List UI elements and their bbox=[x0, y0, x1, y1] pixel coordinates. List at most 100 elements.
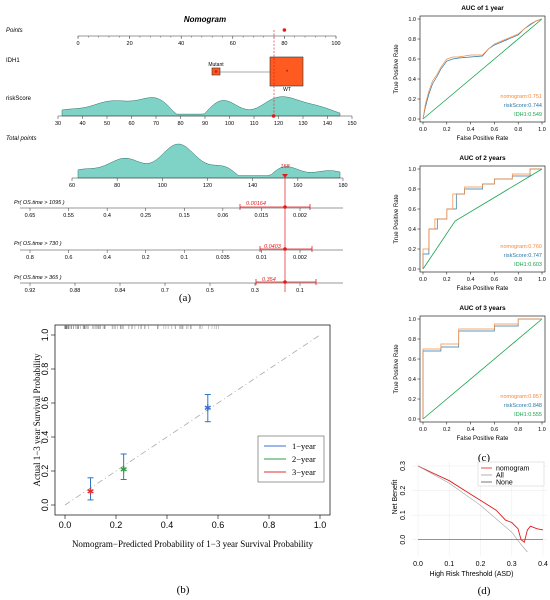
riskscore-density bbox=[62, 97, 340, 116]
roc-y-tick-label: 1.0 bbox=[408, 167, 416, 173]
roc-y-tick-label: 0.4 bbox=[408, 77, 416, 83]
dca-x-tick-label: 0.4 bbox=[538, 561, 548, 568]
probability-tick-label: 0.7 bbox=[161, 288, 169, 294]
x-tick-label: 0.6 bbox=[212, 520, 225, 530]
roc-x-tick-label: 1.0 bbox=[538, 427, 546, 433]
probability-tick-label: 0.55 bbox=[63, 213, 74, 219]
dca-y-tick-label: 0.1 bbox=[400, 510, 407, 520]
dca-x-tick-label: 0.3 bbox=[507, 561, 517, 568]
points-tick-label: 0 bbox=[76, 41, 79, 47]
roc-panel-3-years: AUC of 3 years 0.00.0 0.2 0.2 0.4 0.4 0.6 0.6 0.… bbox=[394, 305, 546, 442]
roc-legend-label: riskScore:0.747 bbox=[504, 253, 542, 259]
roc-y-tick-label: 0.6 bbox=[408, 57, 416, 63]
calibration-legend: 1−year2−year3−year bbox=[258, 436, 324, 482]
points-marker bbox=[283, 28, 287, 32]
roc-y-tick-label: 0.6 bbox=[408, 357, 416, 363]
dca-x-tick-label: 0.2 bbox=[476, 561, 486, 568]
dca-legend-label: All bbox=[496, 473, 504, 480]
probability-estimate: 0.354 bbox=[262, 277, 276, 283]
probability-row-label: Pr( OS.time > 365 ) bbox=[14, 275, 62, 281]
roc-legend-label: IDH1:0.549 bbox=[514, 112, 542, 118]
probability-tick-label: 0.1 bbox=[180, 255, 188, 261]
calibration-panel: 0.0 0.2 0.4 0.6 0.8 1.00.00.20.40.60.81.0Nomo… bbox=[32, 325, 330, 549]
roc-panel-1-year: AUC of 1 year 0.00.0 0.2 0.2 0.4 0.4 0.6 0.6 0.8… bbox=[394, 5, 546, 142]
riskscore-tick-label: 40 bbox=[79, 121, 85, 127]
dca-y-label: Net Benefit bbox=[392, 480, 399, 515]
roc-x-tick-label: 0.8 bbox=[514, 277, 522, 283]
probability-tick-label: 0.15 bbox=[179, 213, 190, 219]
points-tick-label: 60 bbox=[230, 41, 236, 47]
calibration-point: ✱ bbox=[87, 486, 95, 496]
probability-marker bbox=[283, 205, 287, 209]
riskscore-tick-label: 130 bbox=[298, 121, 307, 127]
probability-tick-label: 0.002 bbox=[293, 255, 307, 261]
roc-x-tick-label: 0.8 bbox=[514, 127, 522, 133]
dca-x-label: High Risk Threshold (ASD) bbox=[430, 571, 514, 578]
roc-panel-2-years: AUC of 2 years0.00.00.20.20.40.40.60.60.… bbox=[394, 155, 546, 292]
probability-tick-label: 0.84 bbox=[115, 288, 126, 294]
roc-y-tick-label: 0.8 bbox=[408, 187, 416, 193]
points-tick-label: 80 bbox=[281, 41, 287, 47]
roc-y-tick-label: 0.0 bbox=[408, 117, 416, 123]
roc-x-label: False Positive Rate bbox=[457, 136, 509, 142]
total-tick-label: 180 bbox=[338, 183, 347, 189]
roc-x-tick-label: 1.0 bbox=[538, 127, 546, 133]
probability-tick-label: 0.3 bbox=[251, 288, 259, 294]
points-tick-label: 100 bbox=[331, 41, 340, 47]
roc-y-tick-label: 0.8 bbox=[408, 37, 416, 43]
total-tick-label: 100 bbox=[158, 183, 167, 189]
roc-y-tick-label: 0.6 bbox=[408, 207, 416, 213]
panel-label-b: (b) bbox=[177, 584, 190, 596]
probability-marker bbox=[283, 280, 287, 284]
probability-estimate: 0.0403 bbox=[264, 244, 282, 250]
riskscore-tick-label: 100 bbox=[225, 121, 234, 127]
roc-legend-label: nomogram:0.760 bbox=[500, 244, 542, 250]
legend-label: 1−year bbox=[292, 441, 316, 451]
roc-x-tick-label: 0.2 bbox=[443, 277, 451, 283]
y-tick-label: 0.0 bbox=[40, 499, 50, 512]
probability-tick-label: 0.01 bbox=[256, 255, 267, 261]
probability-tick-label: 0.035 bbox=[216, 255, 230, 261]
x-tick-label: 1.0 bbox=[314, 520, 327, 530]
roc-legend-label: riskScore:0.744 bbox=[504, 103, 542, 109]
dca-x-tick-label: 0.0 bbox=[413, 561, 423, 568]
roc-x-tick-label: 0.4 bbox=[467, 427, 475, 433]
total-tick-label: 160 bbox=[293, 183, 302, 189]
riskscore-tick-label: 30 bbox=[55, 121, 61, 127]
roc-legend-label: riskScore:0.848 bbox=[504, 403, 542, 409]
row-label: Points bbox=[6, 28, 23, 34]
x-tick-label: 0.2 bbox=[110, 520, 123, 530]
probability-tick-label: 0.25 bbox=[140, 213, 151, 219]
probability-tick-label: 0.06 bbox=[217, 213, 228, 219]
dca-y-tick-label: 0.2 bbox=[400, 486, 407, 496]
riskscore-tick-label: 60 bbox=[128, 121, 134, 127]
probability-tick-label: 0.6 bbox=[65, 255, 73, 261]
roc-y-tick-label: 1.0 bbox=[408, 17, 416, 23]
calibration-frame bbox=[55, 325, 330, 515]
roc-x-tick-label: 0.0 bbox=[419, 427, 427, 433]
total-tick-label: 140 bbox=[248, 183, 257, 189]
roc-legend-label: nomogram:0.751 bbox=[500, 94, 542, 100]
roc-title: AUC of 2 years bbox=[459, 155, 506, 162]
x-tick-label: 0.0 bbox=[59, 520, 72, 530]
nomogram-title: Nomogram bbox=[184, 15, 226, 24]
decision-curve-panel: 0.0 0.1 0.2 0.3 0.4 0.0 0.1 0.2 0.3 High Risk Thr… bbox=[392, 461, 548, 578]
legend-label: 2−year bbox=[292, 454, 316, 464]
riskscore-tick-label: 70 bbox=[153, 121, 159, 127]
riskscore-tick-label: 110 bbox=[250, 121, 259, 127]
roc-x-tick-label: 0.4 bbox=[467, 127, 475, 133]
dca-legend-label: nomogram bbox=[496, 466, 530, 473]
panel-label-d: (d) bbox=[478, 585, 491, 597]
roc-x-tick-label: 0.2 bbox=[443, 427, 451, 433]
dca-x-tick-label: 0.1 bbox=[444, 561, 454, 568]
row-label: IDH1 bbox=[6, 58, 20, 64]
roc-x-tick-label: 0.2 bbox=[443, 127, 451, 133]
probability-estimate: 0.00164 bbox=[246, 201, 266, 207]
probability-tick-label: 0.92 bbox=[25, 288, 36, 294]
x-tick-label: 0.8 bbox=[263, 520, 276, 530]
idh1-level-label: Mutant bbox=[208, 62, 224, 68]
roc-legend-label: IDH1:0.555 bbox=[514, 412, 542, 418]
roc-y-tick-label: 0.2 bbox=[408, 247, 416, 253]
roc-x-tick-label: 0.6 bbox=[491, 127, 499, 133]
